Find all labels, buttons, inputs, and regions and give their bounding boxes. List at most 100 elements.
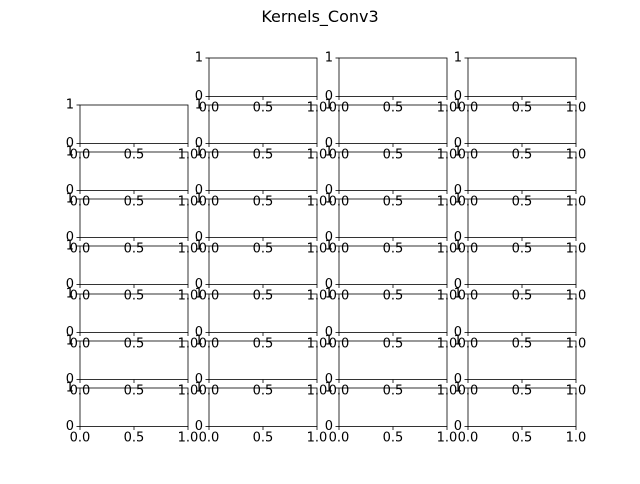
y-tick-label: 0 <box>195 277 203 292</box>
y-tick-label: 0 <box>325 183 333 198</box>
y-tick-label: 0 <box>454 89 462 104</box>
y-tick-label: 0 <box>195 89 203 104</box>
x-tick-label: 0.5 <box>383 100 404 115</box>
y-tick-label: 0 <box>66 230 74 245</box>
subplot-r8-c3: 0 1 0.0 0.5 1.0 <box>325 381 458 446</box>
figure-title: Kernels_Conv3 <box>261 7 379 26</box>
y-tick-label: 1 <box>325 192 333 207</box>
subplot-r2-c3: 010.0 0.5 1.0 <box>325 98 458 163</box>
subplot-r8-c1: 0 1 0.0 0.5 1.0 <box>66 381 199 446</box>
x-tick-label: 0.5 <box>124 288 145 303</box>
x-tick-label: 0.0 <box>329 430 350 445</box>
y-tick-label: 1 <box>325 287 333 302</box>
y-tick-label: 0 <box>325 277 333 292</box>
y-tick-label: 0 <box>195 183 203 198</box>
x-tick-label: 0.5 <box>253 147 274 162</box>
y-tick-label: 1 <box>454 287 462 302</box>
y-tick-label: 1 <box>195 287 203 302</box>
x-tick-label: 0.5 <box>383 383 404 398</box>
x-tick-label: 0.0 <box>458 430 479 445</box>
y-tick-label: 1 <box>195 381 203 396</box>
y-tick-label: 0 <box>195 230 203 245</box>
subplot-r1-c2: 010.0 0.5 1.0 <box>195 51 328 116</box>
subplot-r3-c2: 010.0 0.5 1.0 <box>195 145 328 210</box>
x-tick-label: 0.0 <box>199 430 220 445</box>
y-tick-label: 0 <box>454 277 462 292</box>
subplot-r7-c3: 010.0 0.5 1.0 <box>325 334 458 399</box>
subplot-r6-c3: 010.0 0.5 1.0 <box>325 287 458 352</box>
y-tick-label: 1 <box>66 98 74 113</box>
subplot-r1-c4: 010.0 0.5 1.0 <box>454 51 587 116</box>
y-tick-label: 1 <box>195 51 203 66</box>
y-tick-label: 1 <box>454 192 462 207</box>
x-tick-label: 0.5 <box>383 194 404 209</box>
y-tick-label: 0 <box>454 136 462 151</box>
x-tick-label: 0.5 <box>253 430 274 445</box>
x-tick-label: 0.5 <box>512 241 533 256</box>
x-tick-label: 0.5 <box>253 100 274 115</box>
axes-frame <box>467 57 577 97</box>
y-tick-label: 1 <box>195 239 203 254</box>
x-tick-label: 0.5 <box>124 147 145 162</box>
x-tick-label: 0.5 <box>383 288 404 303</box>
y-tick-label: 0 <box>66 136 74 151</box>
y-tick-label: 1 <box>454 98 462 113</box>
x-tick-label: 0.5 <box>253 194 274 209</box>
y-tick-label: 0 <box>325 372 333 387</box>
y-tick-label: 1 <box>66 192 74 207</box>
x-tick-label: 0.5 <box>124 383 145 398</box>
x-tick-label: 0.5 <box>512 147 533 162</box>
y-tick-label: 1 <box>325 239 333 254</box>
y-tick-label: 0 <box>454 419 462 434</box>
y-tick-label: 1 <box>454 239 462 254</box>
y-tick-label: 1 <box>195 98 203 113</box>
y-tick-label: 1 <box>454 51 462 66</box>
y-tick-label: 0 <box>66 183 74 198</box>
y-tick-label: 0 <box>195 372 203 387</box>
subplot-r1-c3: 010.0 0.5 1.0 <box>325 51 458 116</box>
x-tick-label: 1.0 <box>437 430 458 445</box>
x-tick-label: 0.5 <box>253 383 274 398</box>
x-tick-label: 1.0 <box>307 430 328 445</box>
y-tick-label: 1 <box>66 334 74 349</box>
y-tick-label: 0 <box>454 372 462 387</box>
x-tick-label: 0.5 <box>124 241 145 256</box>
x-tick-label: 0.5 <box>253 241 274 256</box>
x-tick-label: 0.5 <box>253 336 274 351</box>
y-tick-label: 0 <box>325 89 333 104</box>
y-tick-label: 0 <box>325 325 333 340</box>
y-tick-label: 1 <box>325 334 333 349</box>
axes-frame <box>79 104 189 144</box>
x-tick-label: 0.5 <box>512 336 533 351</box>
axes-frame <box>338 57 448 97</box>
subplot-r8-c2: 0 1 0.0 0.5 1.0 <box>195 381 328 446</box>
y-tick-label: 0 <box>195 325 203 340</box>
subplot-r6-c2: 010.0 0.5 1.0 <box>195 287 328 352</box>
axes-frame <box>208 57 318 97</box>
x-tick-label: 0.5 <box>124 336 145 351</box>
y-tick-label: 0 <box>454 325 462 340</box>
x-tick-label: 1.0 <box>566 430 587 445</box>
x-tick-label: 0.5 <box>383 147 404 162</box>
y-tick-label: 1 <box>325 145 333 160</box>
y-tick-label: 1 <box>66 145 74 160</box>
y-tick-label: 0 <box>66 419 74 434</box>
x-tick-label: 0.5 <box>512 100 533 115</box>
y-tick-label: 1 <box>195 192 203 207</box>
x-tick-label: 0.5 <box>512 430 533 445</box>
y-tick-label: 0 <box>325 419 333 434</box>
y-tick-label: 0 <box>195 136 203 151</box>
x-tick-label: 0.5 <box>512 383 533 398</box>
x-tick-label: 0.5 <box>124 430 145 445</box>
y-tick-label: 1 <box>195 145 203 160</box>
subplot-r8-c4: 0 1 0.0 0.5 1.0 <box>454 381 587 446</box>
y-tick-label: 1 <box>454 381 462 396</box>
x-tick-label: 0.5 <box>383 430 404 445</box>
subplot-r3-c3: 010.0 0.5 1.0 <box>325 145 458 210</box>
y-tick-label: 0 <box>195 419 203 434</box>
x-tick-label: 0.5 <box>124 194 145 209</box>
y-tick-label: 1 <box>195 334 203 349</box>
y-tick-label: 1 <box>325 98 333 113</box>
